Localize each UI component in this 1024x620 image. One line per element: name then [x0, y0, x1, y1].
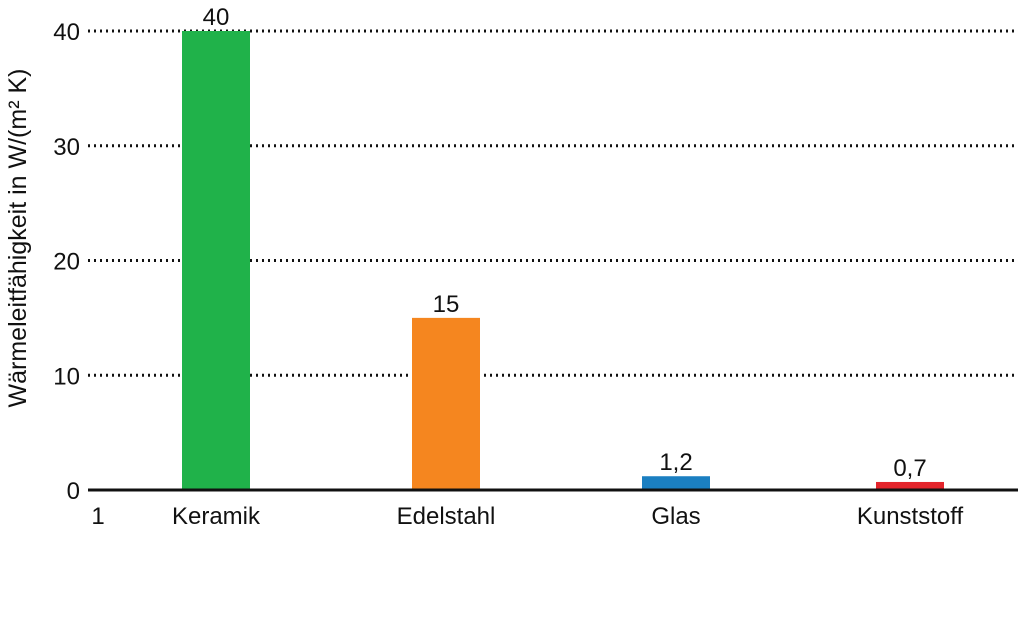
category-labels: Keramik Edelstahl Glas Kunststoff	[172, 503, 963, 530]
value-label: 40	[203, 4, 230, 31]
value-label: 15	[433, 291, 460, 318]
value-label: 1,2	[659, 449, 692, 476]
value-labels: 40 15 1,2 0,7	[203, 4, 927, 482]
y-tick-label: 30	[53, 134, 80, 161]
value-label: 0,7	[893, 455, 926, 482]
category-label: Glas	[651, 503, 700, 530]
category-label: Kunststoff	[857, 503, 964, 530]
bar-glas	[642, 476, 710, 490]
category-label: Keramik	[172, 503, 261, 530]
bar-kunststoff	[876, 481, 944, 490]
bars	[182, 31, 944, 490]
y-tick-label: 20	[53, 249, 80, 276]
x-origin-label: 1	[91, 503, 104, 530]
category-label: Edelstahl	[397, 503, 496, 530]
grid-lines	[88, 29, 1018, 377]
y-axis-title: Wärmeleitfähigkeit in W/(m² K)	[4, 69, 32, 408]
y-tick-label: 0	[67, 478, 80, 505]
y-tick-label: 10	[53, 363, 80, 390]
y-tick-label: 40	[53, 19, 80, 46]
bar-keramik	[182, 31, 250, 490]
y-tick-labels: 0 10 20 30 40	[53, 19, 80, 505]
bar-edelstahl	[412, 317, 480, 490]
